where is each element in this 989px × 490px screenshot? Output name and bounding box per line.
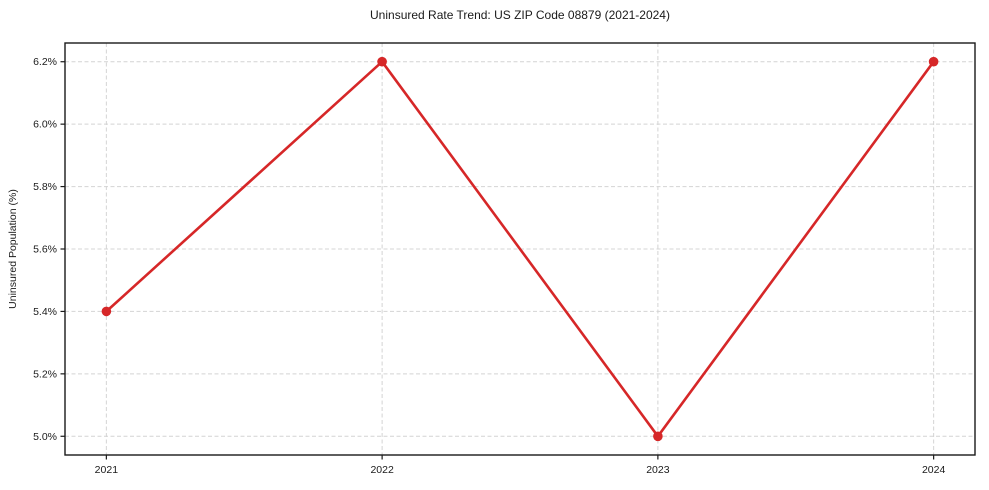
y-tick-label: 5.0% [33, 431, 57, 443]
x-tick-label: 2021 [95, 464, 119, 476]
data-point-marker [377, 56, 387, 67]
y-tick-label: 5.4% [33, 306, 57, 318]
x-tick-label: 2024 [922, 464, 946, 476]
y-tick-label: 5.8% [33, 181, 57, 193]
data-point-marker [928, 56, 939, 67]
y-tick-label: 6.2% [33, 56, 57, 68]
data-point-marker [101, 306, 112, 317]
y-tick-label: 6.0% [33, 119, 57, 131]
trend-line [105, 60, 935, 438]
x-tick-label: 2023 [646, 464, 670, 476]
y-tick-label: 5.6% [33, 244, 57, 256]
x-tick-label: 2022 [370, 464, 394, 476]
y-tick-label: 5.2% [33, 368, 57, 380]
data-point-marker [653, 431, 663, 442]
chart-title: Uninsured Rate Trend: US ZIP Code 08879 … [370, 8, 670, 22]
